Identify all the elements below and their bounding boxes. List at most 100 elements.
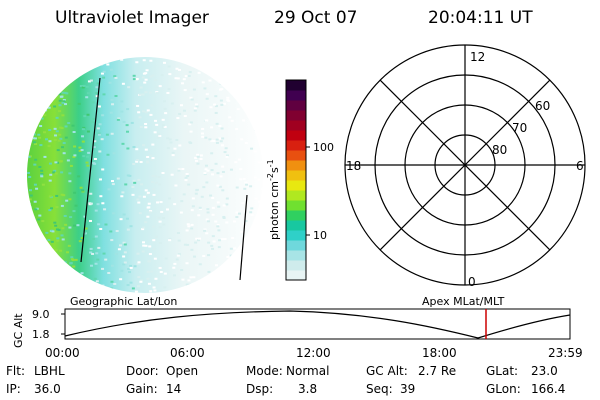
disc-speckle: [139, 125, 143, 128]
disc-speckle: [203, 173, 207, 176]
lat-label-60: 60: [535, 99, 550, 113]
disc-speckle: [222, 216, 226, 219]
disc-speckle: [217, 229, 221, 232]
disc-speckle: [47, 238, 51, 241]
disc-speckle: [141, 228, 145, 231]
disc-speckle: [181, 168, 185, 171]
disc-speckle: [135, 78, 139, 81]
disc-speckle: [179, 211, 183, 214]
disc-speckle: [137, 201, 141, 204]
lat-label-80: 80: [492, 143, 507, 157]
colorbar-band: [286, 130, 306, 141]
disc-speckle: [127, 86, 131, 89]
disc-speckle: [64, 125, 68, 128]
disc-speckle: [74, 258, 78, 261]
disc-speckle: [242, 177, 246, 180]
disc-speckle: [233, 247, 237, 250]
disc-speckle: [83, 215, 87, 218]
disc-speckle: [56, 237, 60, 240]
disc-speckle: [175, 67, 179, 70]
disc-speckle: [53, 105, 57, 108]
disc-speckle: [98, 123, 102, 126]
disc-speckle: [212, 140, 216, 143]
disc-speckle: [107, 188, 111, 191]
disc-speckle: [98, 178, 102, 181]
disc-speckle: [28, 198, 32, 201]
disc-speckle: [162, 223, 166, 226]
disc-speckle: [196, 155, 200, 158]
mode-value: Normal: [286, 364, 330, 378]
disc-speckle: [62, 194, 66, 197]
disc-speckle: [53, 127, 57, 130]
disc-speckle: [58, 93, 62, 96]
disc-speckle: [60, 234, 64, 237]
disc-speckle: [113, 75, 117, 78]
disc-speckle: [146, 206, 150, 209]
disc-speckle: [175, 258, 179, 261]
disc-speckle: [73, 154, 77, 157]
colorbar-band: [286, 190, 306, 201]
disc-speckle: [152, 225, 156, 228]
disc-speckle: [58, 110, 62, 113]
colorbar-band: [286, 120, 306, 131]
seq-label: Seq:: [366, 382, 393, 396]
disc-speckle: [100, 138, 104, 141]
disc-speckle: [33, 183, 37, 186]
disc-speckle: [100, 72, 104, 75]
disc-speckle: [102, 93, 106, 96]
disc-speckle: [135, 148, 139, 151]
disc-speckle: [146, 215, 150, 218]
disc-speckle: [205, 97, 209, 100]
disc-speckle: [181, 278, 185, 281]
colorbar-label: photon cm-2s-1: [266, 159, 281, 240]
disc-speckle: [132, 163, 136, 166]
disc-speckle: [110, 98, 114, 101]
disc-speckle: [125, 217, 129, 220]
disc-speckle: [188, 71, 192, 74]
disc-speckle: [33, 163, 37, 166]
disc-speckle: [171, 151, 175, 154]
disc-speckle: [199, 154, 203, 157]
disc-speckle: [34, 158, 38, 161]
disc-speckle: [194, 241, 198, 244]
disc-speckle: [249, 211, 253, 214]
disc-speckle: [82, 126, 86, 129]
disc-speckle: [158, 226, 162, 229]
disc-speckle: [32, 141, 36, 144]
altitude-curve: [64, 310, 571, 339]
disc-speckle: [38, 136, 42, 139]
disc-speckle: [89, 251, 93, 254]
disc-speckle: [60, 127, 64, 130]
disc-speckle: [204, 168, 208, 171]
disc-speckle: [137, 276, 141, 279]
disc-speckle: [73, 145, 77, 148]
disc-speckle: [80, 237, 84, 240]
disc-speckle: [216, 184, 220, 187]
disc-speckle: [144, 78, 148, 81]
disc-speckle: [63, 214, 67, 217]
disc-speckle: [58, 133, 62, 136]
disc-speckle: [149, 75, 153, 78]
disc-speckle: [168, 239, 172, 242]
disc-speckle: [82, 84, 86, 87]
disc-speckle: [206, 220, 210, 223]
disc-speckle: [126, 284, 130, 287]
disc-speckle: [113, 282, 117, 285]
disc-speckle: [137, 178, 141, 181]
disc-speckle: [210, 152, 214, 155]
disc-speckle: [166, 147, 170, 150]
disc-speckle: [48, 129, 52, 132]
disc-speckle: [93, 158, 97, 161]
glon-label: GLon:: [486, 382, 521, 396]
disc-speckle: [39, 144, 43, 147]
disc-speckle: [220, 238, 224, 241]
disc-speckle: [81, 128, 85, 131]
disc-speckle: [190, 248, 194, 251]
disc-speckle: [143, 81, 147, 84]
disc-speckle: [97, 132, 101, 135]
disc-speckle: [214, 162, 218, 165]
xtick-23-59: 23:59: [548, 346, 583, 360]
disc-speckle: [86, 155, 90, 158]
disc-speckle: [150, 104, 154, 107]
disc-speckle: [110, 280, 114, 283]
